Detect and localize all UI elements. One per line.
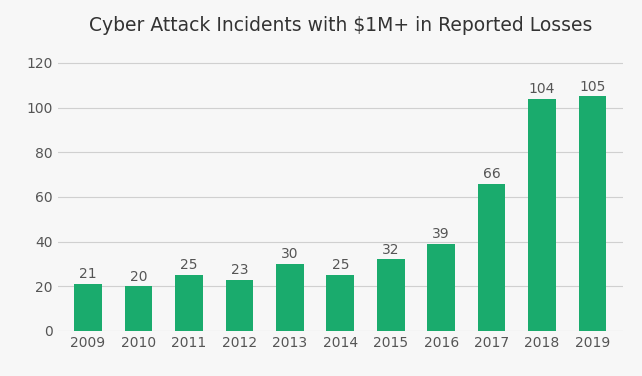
Text: 32: 32 xyxy=(382,243,399,257)
Text: 30: 30 xyxy=(281,247,299,261)
Bar xyxy=(326,275,354,331)
Bar xyxy=(175,275,203,331)
Bar xyxy=(276,264,304,331)
Text: 66: 66 xyxy=(483,167,501,181)
Text: 20: 20 xyxy=(130,270,147,284)
Title: Cyber Attack Incidents with $1M+ in Reported Losses: Cyber Attack Incidents with $1M+ in Repo… xyxy=(89,16,592,35)
Bar xyxy=(478,183,505,331)
Bar xyxy=(74,284,102,331)
Bar xyxy=(377,259,404,331)
Bar xyxy=(225,279,253,331)
Bar xyxy=(428,244,455,331)
Text: 39: 39 xyxy=(432,227,450,241)
Bar xyxy=(578,97,606,331)
Text: 21: 21 xyxy=(79,267,97,281)
Text: 23: 23 xyxy=(230,263,248,277)
Text: 25: 25 xyxy=(180,258,198,272)
Text: 105: 105 xyxy=(579,80,605,94)
Bar xyxy=(528,99,556,331)
Text: 104: 104 xyxy=(529,82,555,96)
Bar xyxy=(125,286,152,331)
Text: 25: 25 xyxy=(331,258,349,272)
